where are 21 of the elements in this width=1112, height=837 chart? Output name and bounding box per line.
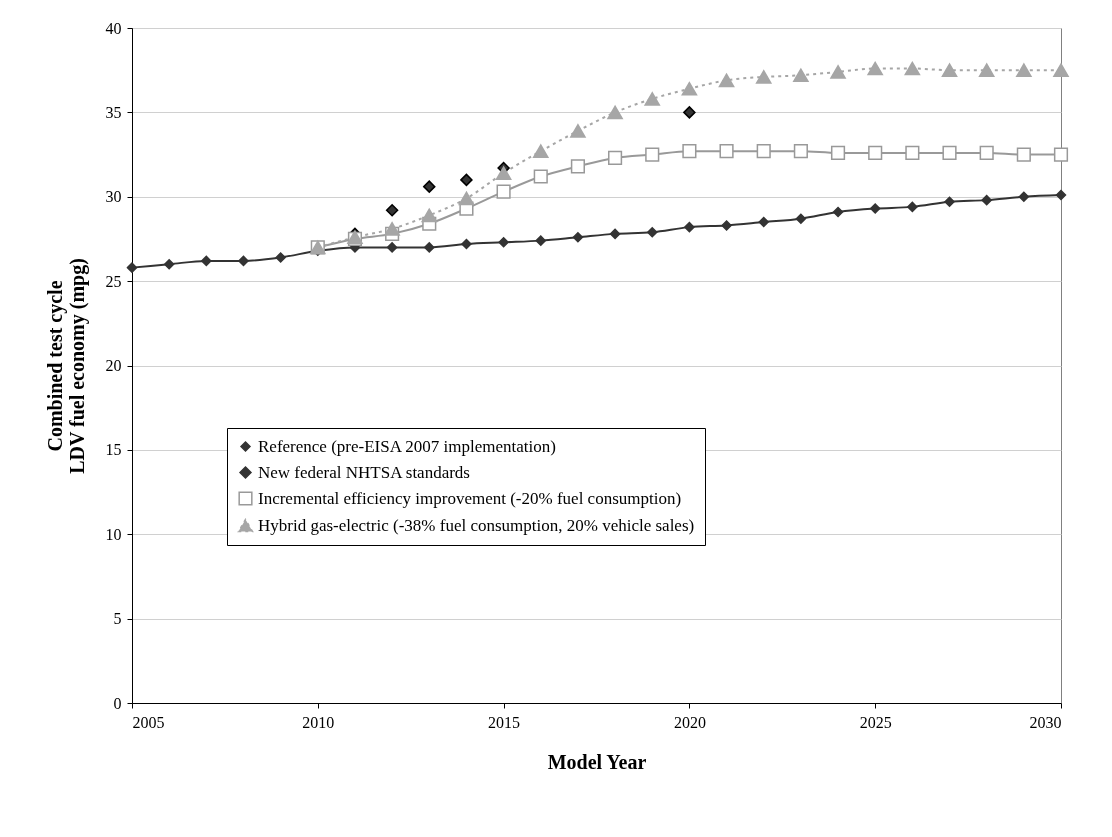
y-tick-label: 5 [113,610,122,628]
y-tick-label: 40 [105,19,122,37]
y-axis-title: Combined test cycle LDV fuel economy (mpg) [43,258,89,474]
y-tick-label: 30 [105,188,122,206]
y-tick-label: 15 [105,441,122,459]
x-tick-label: 2015 [488,713,521,731]
y-tick-label: 25 [105,272,122,290]
x-axis-title: Model Year [547,750,647,773]
legend-label: New federal NHTSA standards [258,462,470,482]
x-tick-label: 2025 [859,713,892,731]
y-tick-label: 10 [105,525,122,543]
legend-label: Incremental efficiency improvement (-20% fuel consumption) [258,488,682,508]
y-tick-label: 35 [105,103,122,121]
legend-label: Hybrid gas-electric (-38% fuel consumption, 20% vehicle sales) [258,515,695,535]
x-tick-label: 2030 [1029,713,1062,731]
x-tick-label: 2005 [132,713,165,731]
x-tick-label: 2010 [302,713,335,731]
legend-label: Reference (pre-EISA 2007 implementation) [258,436,556,456]
x-tick-label: 2020 [673,713,706,731]
y-tick-label: 0 [113,694,122,712]
y-tick-label: 20 [105,357,122,374]
